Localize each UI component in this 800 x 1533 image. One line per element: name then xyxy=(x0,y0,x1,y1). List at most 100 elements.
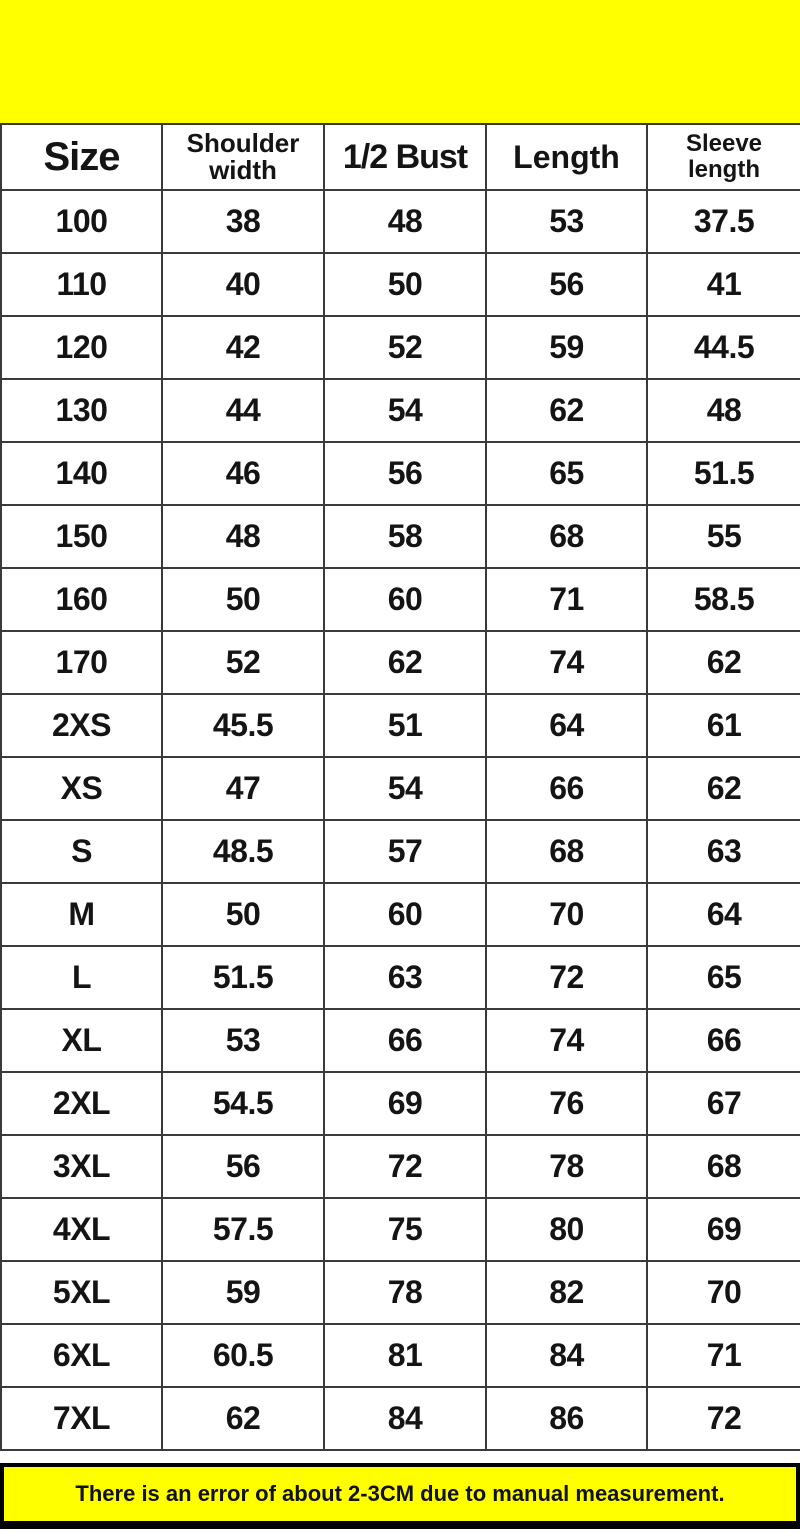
shoulder-width-cell: 48.5 xyxy=(161,819,325,884)
table-row: 7XL 62 84 86 72 xyxy=(0,1386,800,1451)
sleeve-length-cell: 62 xyxy=(646,756,800,821)
half-bust-cell: 54 xyxy=(323,378,487,443)
sleeve-length-cell: 70 xyxy=(646,1260,800,1325)
half-bust-cell: 69 xyxy=(323,1071,487,1136)
size-cell: 160 xyxy=(0,567,163,632)
size-cell: 110 xyxy=(0,252,163,317)
table-row: L 51.5 63 72 65 xyxy=(0,945,800,1010)
table-row: 2XS 45.5 51 64 61 xyxy=(0,693,800,758)
table-row: XS 47 54 66 62 xyxy=(0,756,800,821)
table-row: 2XL 54.5 69 76 67 xyxy=(0,1071,800,1136)
shoulder-width-cell: 46 xyxy=(161,441,325,506)
half-bust-cell: 75 xyxy=(323,1197,487,1262)
footer-note-text: There is an error of about 2-3CM due to … xyxy=(75,1481,725,1506)
header-size: Size xyxy=(0,123,163,191)
header-shoulder-width: Shoulder width xyxy=(161,123,325,191)
sleeve-length-cell: 37.5 xyxy=(646,189,800,254)
shoulder-width-cell: 52 xyxy=(161,630,325,695)
sleeve-length-cell: 68 xyxy=(646,1134,800,1199)
shoulder-width-cell: 44 xyxy=(161,378,325,443)
sleeve-length-cell: 72 xyxy=(646,1386,800,1451)
shoulder-width-cell: 62 xyxy=(161,1386,325,1451)
header-length: Length xyxy=(485,123,648,191)
length-cell: 80 xyxy=(485,1197,648,1262)
length-cell: 74 xyxy=(485,630,648,695)
shoulder-width-cell: 57.5 xyxy=(161,1197,325,1262)
table-row: 160 50 60 71 58.5 xyxy=(0,567,800,632)
length-cell: 78 xyxy=(485,1134,648,1199)
size-cell: 120 xyxy=(0,315,163,380)
table-row: 110 40 50 56 41 xyxy=(0,252,800,317)
shoulder-width-cell: 38 xyxy=(161,189,325,254)
length-cell: 68 xyxy=(485,504,648,569)
length-cell: 71 xyxy=(485,567,648,632)
size-cell: 6XL xyxy=(0,1323,163,1388)
size-cell: M xyxy=(0,882,163,947)
size-table-body: 100 38 48 53 37.5 110 40 50 56 41 120 42… xyxy=(0,189,800,1451)
size-cell: XL xyxy=(0,1008,163,1073)
size-cell: 170 xyxy=(0,630,163,695)
size-cell: 5XL xyxy=(0,1260,163,1325)
length-cell: 84 xyxy=(485,1323,648,1388)
size-table: Size Shoulder width 1/2 Bust Length Slee… xyxy=(0,123,800,1451)
table-row: 3XL 56 72 78 68 xyxy=(0,1134,800,1199)
length-cell: 72 xyxy=(485,945,648,1010)
size-cell: 2XS xyxy=(0,693,163,758)
shoulder-width-cell: 47 xyxy=(161,756,325,821)
shoulder-width-cell: 51.5 xyxy=(161,945,325,1010)
sleeve-length-cell: 69 xyxy=(646,1197,800,1262)
length-cell: 65 xyxy=(485,441,648,506)
sleeve-length-cell: 67 xyxy=(646,1071,800,1136)
size-cell: 4XL xyxy=(0,1197,163,1262)
half-bust-cell: 72 xyxy=(323,1134,487,1199)
table-row: 5XL 59 78 82 70 xyxy=(0,1260,800,1325)
header-half-bust: 1/2 Bust xyxy=(323,123,487,191)
shoulder-width-cell: 45.5 xyxy=(161,693,325,758)
length-cell: 74 xyxy=(485,1008,648,1073)
half-bust-cell: 84 xyxy=(323,1386,487,1451)
sleeve-length-cell: 62 xyxy=(646,630,800,695)
shoulder-width-cell: 48 xyxy=(161,504,325,569)
sleeve-length-cell: 66 xyxy=(646,1008,800,1073)
table-row: XL 53 66 74 66 xyxy=(0,1008,800,1073)
size-cell: S xyxy=(0,819,163,884)
half-bust-cell: 56 xyxy=(323,441,487,506)
length-cell: 66 xyxy=(485,756,648,821)
half-bust-cell: 81 xyxy=(323,1323,487,1388)
half-bust-cell: 57 xyxy=(323,819,487,884)
top-banner xyxy=(0,0,800,123)
length-cell: 82 xyxy=(485,1260,648,1325)
table-row: 6XL 60.5 81 84 71 xyxy=(0,1323,800,1388)
length-cell: 59 xyxy=(485,315,648,380)
sleeve-length-cell: 41 xyxy=(646,252,800,317)
header-row: Size Shoulder width 1/2 Bust Length Slee… xyxy=(0,123,800,191)
size-cell: 140 xyxy=(0,441,163,506)
size-cell: 150 xyxy=(0,504,163,569)
half-bust-cell: 58 xyxy=(323,504,487,569)
half-bust-cell: 48 xyxy=(323,189,487,254)
table-row: 170 52 62 74 62 xyxy=(0,630,800,695)
shoulder-width-cell: 56 xyxy=(161,1134,325,1199)
shoulder-width-cell: 50 xyxy=(161,567,325,632)
sleeve-length-cell: 64 xyxy=(646,882,800,947)
size-cell: 3XL xyxy=(0,1134,163,1199)
half-bust-cell: 60 xyxy=(323,882,487,947)
sleeve-length-cell: 48 xyxy=(646,378,800,443)
half-bust-cell: 66 xyxy=(323,1008,487,1073)
sleeve-length-cell: 51.5 xyxy=(646,441,800,506)
table-row: 140 46 56 65 51.5 xyxy=(0,441,800,506)
table-row: 130 44 54 62 48 xyxy=(0,378,800,443)
size-cell: L xyxy=(0,945,163,1010)
shoulder-width-cell: 42 xyxy=(161,315,325,380)
table-row: 120 42 52 59 44.5 xyxy=(0,315,800,380)
sleeve-length-cell: 44.5 xyxy=(646,315,800,380)
sleeve-length-cell: 58.5 xyxy=(646,567,800,632)
half-bust-cell: 52 xyxy=(323,315,487,380)
shoulder-width-cell: 53 xyxy=(161,1008,325,1073)
half-bust-cell: 63 xyxy=(323,945,487,1010)
header-sleeve-length: Sleeve length xyxy=(646,123,800,191)
table-row: S 48.5 57 68 63 xyxy=(0,819,800,884)
length-cell: 56 xyxy=(485,252,648,317)
half-bust-cell: 60 xyxy=(323,567,487,632)
